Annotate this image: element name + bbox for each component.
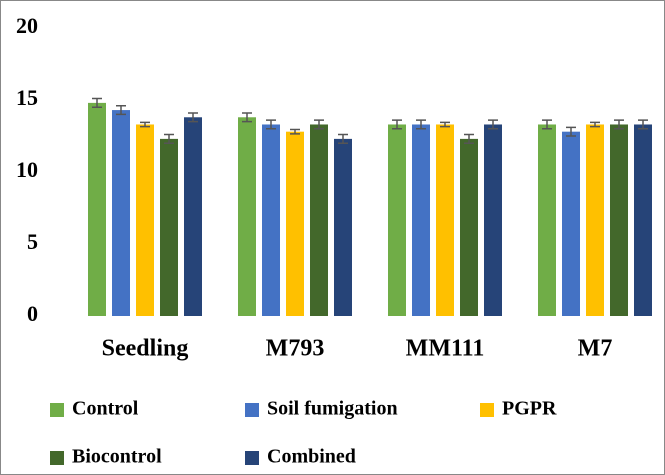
- legend-swatch: [480, 403, 494, 417]
- error-bar: [440, 121, 450, 128]
- bar: [112, 110, 130, 316]
- y-tick-label: 5: [27, 229, 38, 254]
- bar: [310, 124, 328, 316]
- bar: [412, 124, 430, 316]
- error-bar: [188, 112, 198, 123]
- bar: [634, 124, 652, 316]
- bar: [286, 131, 304, 316]
- legend-label: Combined: [267, 446, 356, 468]
- y-tick-label: 10: [16, 157, 38, 182]
- bar: [484, 124, 502, 316]
- error-bar: [566, 126, 576, 137]
- legend-swatch: [50, 403, 64, 417]
- error-bar: [92, 97, 102, 108]
- bar: [88, 102, 106, 316]
- bar: [586, 124, 604, 316]
- x-tick-label: Seedling: [102, 336, 189, 362]
- x-tick-label: M793: [266, 336, 325, 362]
- error-bar: [614, 119, 624, 130]
- bar: [160, 138, 178, 316]
- bar: [388, 124, 406, 316]
- error-bar: [392, 119, 402, 130]
- legend-swatch: [50, 451, 64, 465]
- error-bar: [242, 112, 252, 123]
- bar: [334, 138, 352, 316]
- error-bar: [266, 119, 276, 130]
- error-bar: [638, 119, 648, 130]
- legend-label: Control: [72, 398, 139, 420]
- legend-label: Soil fumigation: [267, 398, 398, 420]
- y-tick-label: 15: [16, 85, 38, 110]
- bar: [184, 117, 202, 316]
- bar: [610, 124, 628, 316]
- error-bar: [140, 121, 150, 128]
- bar: [460, 138, 478, 316]
- error-bar: [290, 128, 300, 135]
- error-bar: [164, 133, 174, 144]
- bar: [136, 124, 154, 316]
- error-bar: [542, 119, 552, 130]
- y-tick-label: 20: [16, 13, 38, 38]
- bar: [562, 131, 580, 316]
- error-bar: [314, 119, 324, 130]
- error-bar: [416, 119, 426, 130]
- error-bar: [116, 105, 126, 116]
- error-bar: [464, 133, 474, 144]
- bar: [238, 117, 256, 316]
- x-tick-label: M7: [578, 336, 613, 362]
- bar: [538, 124, 556, 316]
- y-tick-label: 0: [27, 301, 38, 326]
- legend-swatch: [245, 451, 259, 465]
- legend-label: Biocontrol: [72, 446, 162, 468]
- bar: [436, 124, 454, 316]
- legend-label: PGPR: [502, 398, 557, 420]
- bar: [262, 124, 280, 316]
- x-tick-label: MM111: [406, 336, 485, 362]
- legend-swatch: [245, 403, 259, 417]
- error-bar: [338, 133, 348, 144]
- error-bar: [488, 119, 498, 130]
- error-bar: [590, 121, 600, 128]
